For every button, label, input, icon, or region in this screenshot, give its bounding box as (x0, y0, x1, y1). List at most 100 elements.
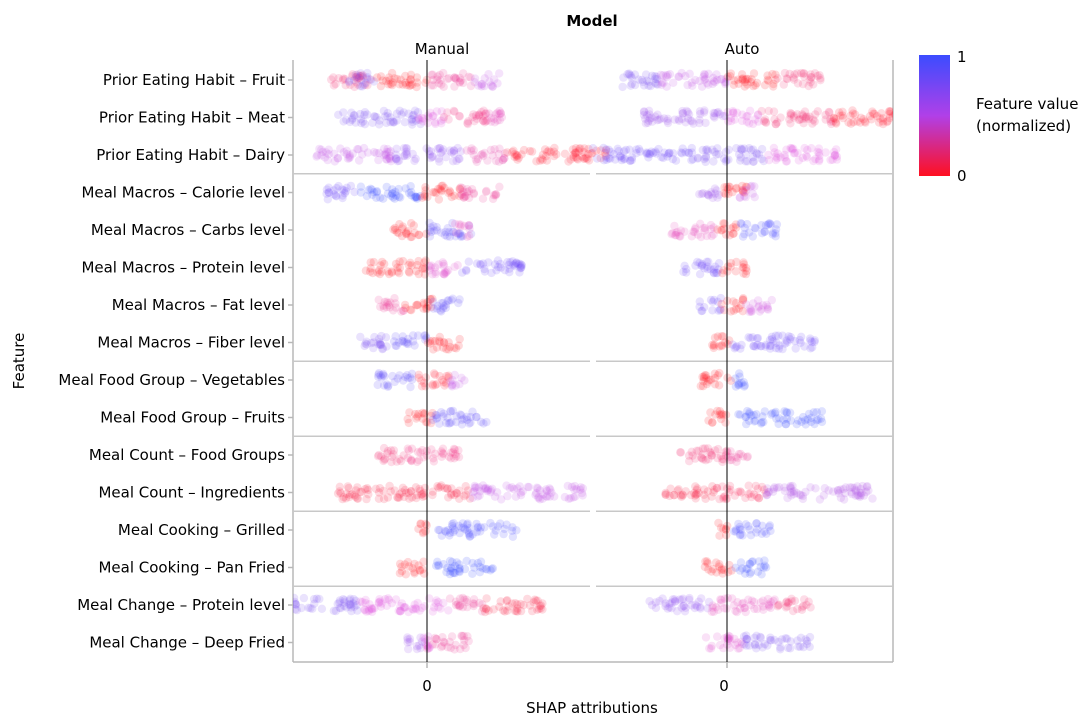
shap-point (809, 80, 818, 89)
shap-point (469, 146, 478, 155)
shap-point (749, 341, 758, 351)
shap-point (361, 339, 370, 348)
shap-point (438, 304, 447, 313)
shap-point (764, 219, 773, 228)
shap-point (388, 189, 397, 198)
shap-point (724, 184, 733, 194)
shap-point (373, 452, 383, 461)
shap-point (519, 601, 528, 610)
shap-point (753, 604, 762, 614)
shap-point (347, 606, 356, 616)
shap-point (395, 455, 404, 464)
shap-point (414, 115, 423, 124)
shap-point (776, 153, 785, 162)
shap-point (419, 453, 428, 462)
shap-point (746, 568, 756, 577)
shap-point (403, 557, 413, 567)
shap-point (845, 483, 854, 492)
shap-point (844, 118, 853, 127)
shap-point (367, 338, 376, 348)
shap-point (774, 600, 784, 609)
shap-point (800, 107, 810, 116)
shap-point (838, 111, 847, 120)
shap-point (344, 77, 354, 87)
shap-point (878, 119, 888, 129)
shap-point (352, 601, 361, 610)
shap-point (407, 487, 416, 496)
shap-point (786, 332, 795, 342)
shap-point (439, 560, 448, 569)
shap-point (350, 187, 359, 197)
shap-point (863, 482, 872, 491)
shap-point (403, 453, 413, 463)
shap-point (762, 300, 771, 310)
shap-point (491, 156, 501, 166)
shap-point (570, 485, 579, 494)
shap-point (510, 262, 519, 271)
shap-point (812, 416, 821, 425)
shap-point (814, 415, 823, 424)
shap-point (464, 72, 473, 82)
panel-label-auto: Auto (725, 40, 760, 58)
shap-point (716, 305, 725, 314)
shap-point (512, 526, 521, 535)
shap-point (416, 448, 425, 457)
shap-point (423, 111, 433, 120)
shap-point (323, 195, 332, 204)
shap-point (742, 634, 751, 644)
shap-point (367, 607, 377, 617)
shap-point (665, 491, 674, 501)
shap-point (802, 600, 811, 610)
shap-point (412, 192, 421, 202)
shap-point (691, 490, 701, 499)
shap-point (651, 74, 660, 84)
shap-point (532, 483, 542, 492)
shap-point (436, 76, 445, 85)
shap-point (340, 598, 349, 607)
shap-point (674, 485, 683, 494)
shap-point (350, 602, 359, 611)
shap-point (457, 373, 466, 382)
shap-point (549, 151, 559, 161)
shap-point (455, 184, 464, 193)
shap-point (780, 68, 790, 78)
shap-point (677, 595, 686, 604)
shap-point (331, 191, 340, 200)
shap-point (906, 118, 914, 126)
shap-point (583, 154, 592, 164)
shap-point (699, 108, 709, 117)
shap-point (600, 148, 610, 158)
shap-point (380, 454, 389, 463)
shap-point (463, 486, 473, 495)
shap-point (787, 144, 796, 153)
shap-point (692, 490, 701, 499)
shap-point (499, 529, 508, 539)
shap-point (442, 418, 451, 428)
shap-point (770, 148, 779, 157)
shap-point (383, 449, 392, 458)
shap-point (763, 305, 773, 314)
shap-point (752, 631, 761, 640)
shap-point (455, 77, 465, 87)
shap-point (382, 155, 391, 164)
shap-point (502, 148, 512, 157)
shap-point (422, 229, 431, 239)
shap-point (821, 110, 830, 120)
shap-point (571, 149, 580, 158)
shap-point (673, 607, 682, 616)
shap-point (405, 408, 414, 417)
shap-point (798, 153, 807, 163)
shap-point (357, 118, 366, 128)
shap-point (721, 494, 731, 504)
shap-point (736, 487, 745, 496)
shap-point (348, 114, 357, 123)
shap-point (716, 595, 725, 604)
shap-point (715, 368, 724, 378)
shap-point (666, 484, 675, 493)
shap-point (714, 605, 723, 614)
shap-point (418, 193, 427, 202)
shap-point (433, 75, 442, 84)
shap-point (807, 73, 816, 82)
shap-point (700, 264, 709, 273)
shap-point (717, 409, 726, 418)
